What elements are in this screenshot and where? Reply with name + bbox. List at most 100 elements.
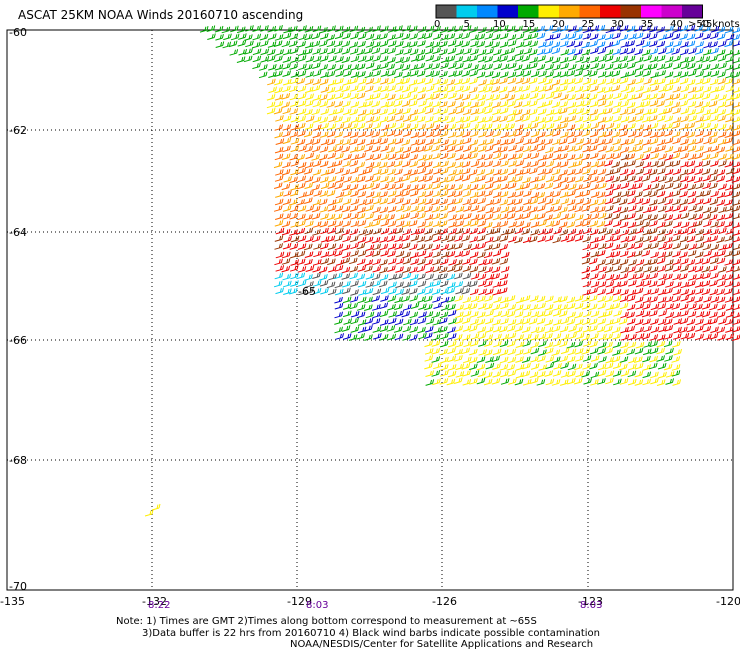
wind-barb: [642, 124, 652, 131]
wind-barb: [328, 109, 337, 116]
wind-barb: [566, 40, 576, 48]
wind-barb: [733, 199, 740, 206]
wind-barb: [605, 169, 614, 176]
wind-barb: [440, 145, 449, 152]
wind-barb: [582, 243, 592, 251]
wind-barb: [281, 183, 291, 191]
wind-barb: [439, 326, 448, 333]
wind-barb: [718, 244, 727, 251]
wind-barb: [657, 251, 667, 259]
wind-barb: [568, 161, 577, 169]
wind-barb: [551, 41, 561, 49]
wind-barb: [296, 198, 305, 206]
wind-barb: [432, 161, 442, 169]
wind-barb: [424, 340, 433, 348]
wind-barb: [672, 213, 682, 221]
wind-barb: [416, 236, 426, 243]
wind-barb: [619, 206, 629, 214]
wind-barb: [424, 362, 433, 370]
wind-barb: [537, 108, 547, 116]
wind-barb: [500, 310, 510, 318]
wind-barb: [686, 160, 696, 168]
wind-barb: [545, 206, 555, 213]
wind-barb: [273, 205, 283, 212]
wind-barb: [717, 55, 727, 62]
wind-barb: [312, 272, 321, 279]
wind-barb: [499, 258, 509, 265]
wind-barb: [424, 183, 433, 191]
wind-barb: [544, 214, 553, 221]
wind-barb: [673, 229, 682, 236]
wind-barb: [611, 161, 621, 168]
wind-barb: [581, 56, 591, 64]
wind-barb: [454, 40, 464, 48]
wind-barb: [326, 47, 336, 55]
legend-swatch: [456, 5, 477, 18]
wind-barb: [439, 34, 449, 41]
wind-barb: [544, 198, 554, 205]
wind-barb: [710, 272, 719, 280]
wind-barb: [305, 152, 315, 160]
wind-barb: [724, 199, 733, 206]
wind-barb: [477, 326, 487, 333]
wind-barb: [575, 198, 584, 205]
wind-barb: [693, 220, 703, 227]
wind-barb: [671, 48, 681, 55]
legend-tick: 20: [552, 19, 565, 30]
wind-barb: [425, 70, 435, 78]
wind-barb: [476, 154, 486, 161]
wind-barb: [454, 183, 463, 191]
wind-barb: [297, 100, 307, 107]
wind-barb: [335, 107, 345, 115]
wind-barb: [545, 220, 555, 228]
wind-barb: [529, 197, 539, 205]
wind-barb: [462, 145, 472, 152]
wind-barb: [664, 79, 674, 86]
wind-barb: [628, 273, 637, 281]
wind-barb: [626, 40, 635, 47]
wind-barb: [380, 48, 389, 55]
wind-barb: [605, 183, 615, 191]
wind-barb: [611, 274, 621, 281]
wind-barb: [432, 78, 442, 86]
wind-barb: [612, 107, 621, 115]
wind-barb: [447, 309, 457, 317]
wind-barb: [491, 303, 501, 311]
wind-barb: [642, 289, 652, 296]
wind-barb: [612, 281, 622, 288]
wind-barb: [605, 287, 615, 295]
wind-barb: [515, 145, 524, 153]
wind-barb: [604, 347, 614, 355]
wind-barb: [327, 227, 337, 234]
wind-barb: [327, 182, 337, 189]
wind-barb: [357, 130, 367, 138]
wind-barb: [648, 168, 658, 176]
wind-barb: [598, 182, 607, 190]
wind-barb: [620, 146, 630, 154]
wind-barb: [710, 243, 720, 251]
wind-barb: [590, 371, 600, 379]
wind-barb: [290, 115, 300, 123]
wind-barb: [455, 363, 465, 371]
wind-barb: [658, 310, 667, 317]
wind-barb: [635, 227, 644, 234]
wind-barb: [290, 123, 300, 131]
wind-barb: [469, 69, 479, 77]
wind-barb: [588, 93, 598, 101]
wind-barb: [530, 191, 540, 199]
wind-barb: [282, 213, 291, 220]
wind-barb: [605, 280, 615, 288]
wind-barb: [356, 122, 366, 130]
wind-barb: [536, 25, 545, 33]
wind-barb: [379, 191, 388, 198]
wind-barb: [627, 62, 636, 69]
wind-barb: [656, 26, 665, 33]
wind-barb: [478, 340, 487, 347]
wind-barb: [597, 347, 606, 355]
wind-barb: [507, 182, 517, 190]
wind-barb: [530, 70, 540, 78]
wind-barb: [356, 273, 366, 281]
wind-barb: [274, 63, 284, 71]
wind-barb: [680, 56, 689, 64]
wind-barb: [588, 303, 598, 311]
